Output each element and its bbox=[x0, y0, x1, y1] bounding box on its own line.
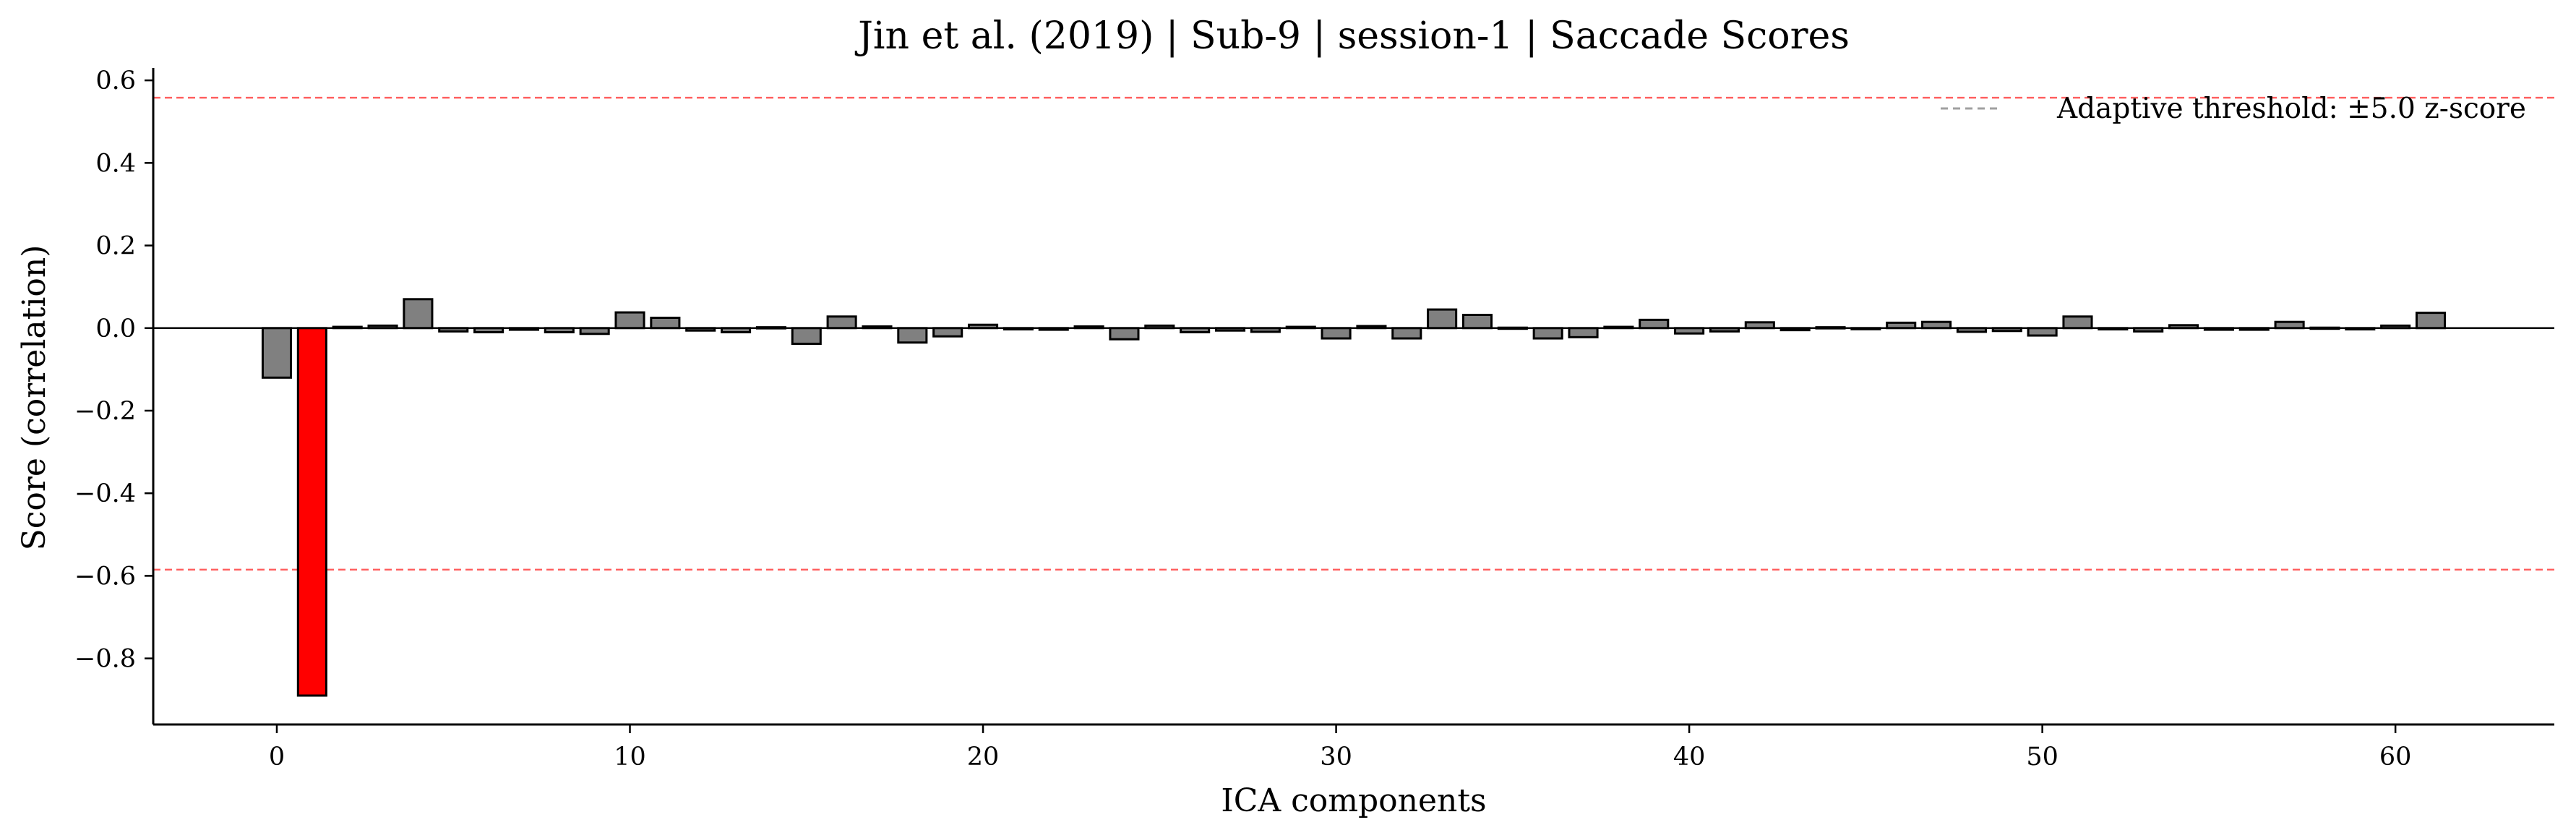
x-tick-label: 30 bbox=[1320, 743, 1352, 771]
y-tick-label: 0.4 bbox=[95, 149, 136, 178]
bar-component-33 bbox=[1427, 308, 1458, 330]
bar-component-0 bbox=[261, 327, 293, 379]
bar-component-34 bbox=[1461, 313, 1493, 330]
bar-component-51 bbox=[2062, 315, 2093, 330]
bar-component-61 bbox=[2415, 312, 2447, 330]
legend-label-threshold: Adaptive threshold: ±5.0 z-score bbox=[2056, 93, 2526, 125]
bar-component-11 bbox=[650, 316, 681, 330]
bar-component-15 bbox=[791, 327, 822, 345]
bar-component-4 bbox=[403, 298, 434, 330]
x-tick-label: 50 bbox=[2026, 743, 2058, 771]
bar-component-10 bbox=[614, 311, 645, 330]
bar-component-19 bbox=[932, 327, 963, 338]
y-tick-label: 0.0 bbox=[95, 315, 136, 343]
y-tick-label: −0.2 bbox=[74, 397, 136, 426]
bar-component-32 bbox=[1391, 327, 1422, 340]
bar-component-57 bbox=[2274, 320, 2305, 330]
legend: Adaptive threshold: ±5.0 z-score bbox=[1941, 93, 2526, 125]
x-axis-label: ICA components bbox=[1221, 782, 1486, 819]
x-tick-label: 10 bbox=[614, 743, 646, 771]
bar-component-36 bbox=[1532, 327, 1563, 340]
bar-component-18 bbox=[897, 327, 928, 344]
bar-component-1 bbox=[296, 327, 327, 697]
bar-component-39 bbox=[1639, 318, 1670, 330]
y-tick-label: −0.4 bbox=[74, 479, 136, 508]
x-tick-label: 60 bbox=[2379, 743, 2412, 771]
x-tick-label: 40 bbox=[1673, 743, 1706, 771]
bar-component-37 bbox=[1568, 327, 1599, 338]
y-axis-label: Score (correlation) bbox=[16, 245, 53, 551]
y-tick-label: 0.2 bbox=[95, 232, 136, 261]
bar-component-16 bbox=[826, 315, 857, 330]
y-tick-label: 0.6 bbox=[95, 67, 136, 95]
bar-component-47 bbox=[1921, 320, 1952, 330]
chart-title: Jin et al. (2019) | Sub-9 | session-1 | … bbox=[854, 14, 1850, 58]
x-tick-label: 0 bbox=[269, 743, 285, 771]
bar-component-24 bbox=[1109, 327, 1140, 341]
bar-component-30 bbox=[1321, 327, 1352, 340]
x-tick-label: 20 bbox=[967, 743, 1000, 771]
y-tick-label: −0.8 bbox=[74, 645, 136, 674]
y-tick-label: −0.6 bbox=[74, 562, 136, 591]
bar-component-50 bbox=[2027, 327, 2058, 337]
